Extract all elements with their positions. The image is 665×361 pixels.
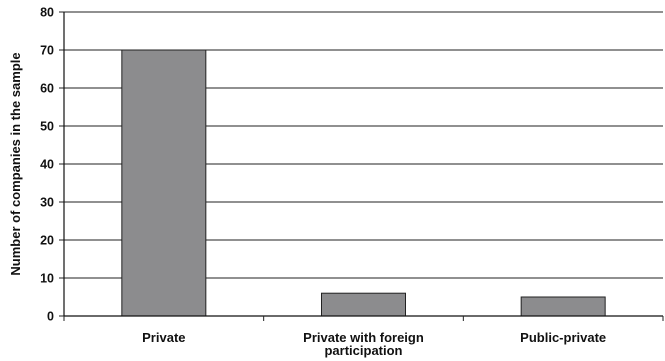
y-tick-label: 70 [40,44,54,58]
y-tick-label: 40 [40,158,54,172]
bar [321,292,406,317]
y-tick-label: 60 [40,82,54,96]
x-category-label: Public-private [520,330,606,345]
y-tick-label: 10 [40,272,54,286]
axes [63,12,663,317]
x-category-labels: Private Private with foreign participation… [63,316,664,358]
bar [520,296,606,317]
y-tick-label: 80 [40,6,54,20]
x-category-label: Private [142,330,185,345]
bar [121,49,207,317]
x-category-label: Private with foreign participation [303,330,424,358]
y-tick-labels: 0 10 20 30 40 50 60 70 80 [40,6,64,324]
bars [121,49,606,317]
y-tick-label: 30 [40,196,54,210]
y-tick-label: 50 [40,120,54,134]
y-tick-label: 0 [47,310,54,324]
y-axis-title: Number of companies in the sample [8,52,23,275]
y-tick-label: 20 [40,234,54,248]
